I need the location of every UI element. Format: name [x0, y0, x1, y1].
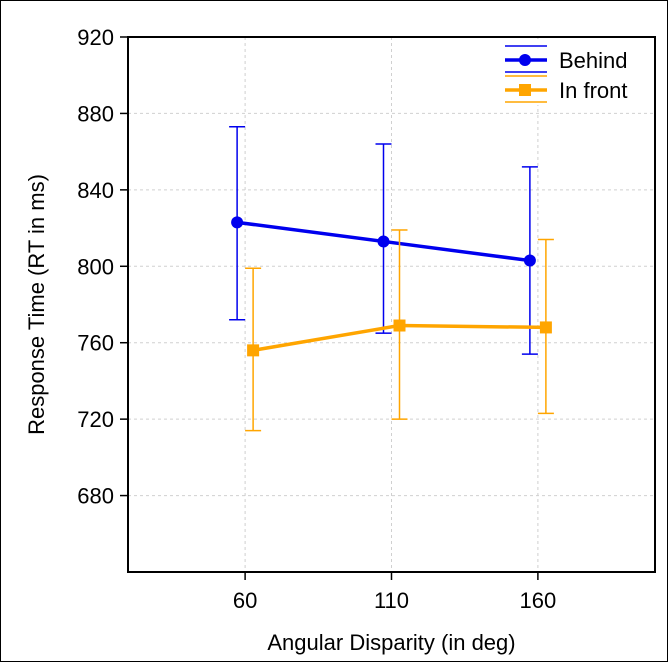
x-axis-title: Angular Disparity (in deg): [267, 630, 515, 655]
y-tick-label-840: 840: [77, 178, 114, 203]
series-layer: [229, 126, 554, 432]
legend-label-behind: Behind: [559, 48, 628, 73]
axes-layer: 680 720 760 800 840 880 920 60 110 160: [77, 25, 556, 613]
legend: Behind In front: [500, 39, 654, 105]
x-tick-label-160: 160: [520, 588, 557, 613]
y-tick-label-720: 720: [77, 407, 114, 432]
y-tick-label-680: 680: [77, 484, 114, 509]
data-point-behind-110: [377, 235, 390, 248]
y-tick-label-800: 800: [77, 254, 114, 279]
legend-entry-in-front: In front: [505, 75, 627, 103]
data-point-in-front-110: [393, 319, 406, 332]
y-axis-title: Response Time (RT in ms): [24, 174, 49, 435]
legend-entry-behind: Behind: [505, 45, 628, 73]
series-behind: [229, 126, 538, 355]
y-tick-label-920: 920: [77, 25, 114, 50]
y-tick-label-880: 880: [77, 101, 114, 126]
legend-label-in-front: In front: [559, 78, 627, 103]
legend-marker-in-front: [519, 84, 531, 96]
data-point-behind-160: [523, 254, 536, 267]
x-tick-label-110: 110: [374, 588, 409, 613]
data-point-in-front-160: [539, 321, 552, 334]
legend-marker-behind: [519, 54, 531, 66]
x-tick-label-60: 60: [233, 588, 257, 613]
data-point-in-front-60: [247, 344, 260, 357]
y-tick-label-760: 760: [77, 331, 114, 356]
series-in-front: [245, 229, 554, 432]
data-point-behind-60: [231, 216, 244, 229]
